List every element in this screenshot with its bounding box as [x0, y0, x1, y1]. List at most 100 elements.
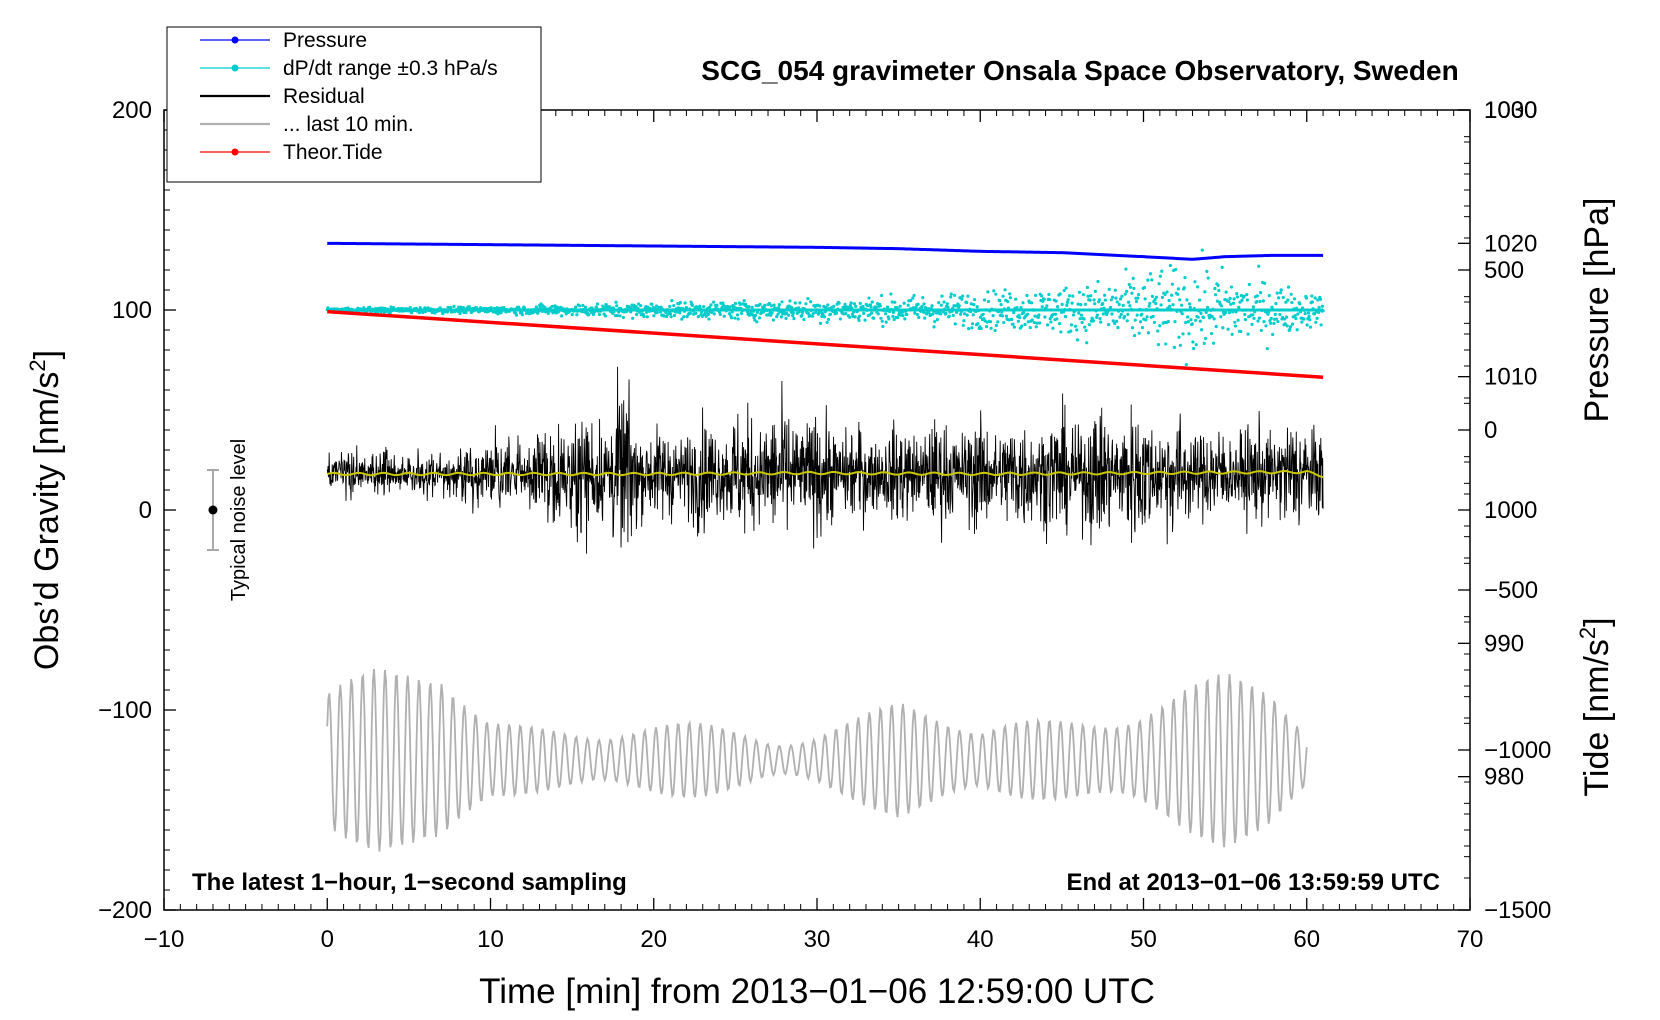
dpdt-point — [1054, 299, 1058, 303]
series-residual — [326, 366, 1324, 554]
dpdt-point — [1247, 282, 1251, 287]
dpdt-point — [1194, 318, 1198, 322]
dpdt-point — [1180, 303, 1184, 307]
dpdt-point — [872, 316, 876, 320]
dpdt-point — [1284, 300, 1288, 304]
dpdt-point — [1277, 308, 1281, 312]
dpdt-point — [1085, 341, 1089, 345]
dpdt-point — [1289, 292, 1293, 296]
dpdt-point — [715, 303, 719, 307]
dpdt-point — [681, 307, 685, 311]
dpdt-point — [898, 304, 902, 308]
dpdt-point — [1032, 308, 1036, 312]
dpdt-point — [1023, 322, 1027, 327]
y-axis-tide-label-main: Tide [nm/s — [1578, 639, 1616, 796]
dpdt-point — [891, 314, 895, 318]
dpdt-point — [828, 312, 833, 316]
dpdt-point — [1091, 319, 1095, 323]
dpdt-point — [1128, 285, 1133, 289]
dpdt-point — [379, 310, 383, 314]
dpdt-point — [1076, 302, 1080, 306]
legend-label: Pressure — [283, 29, 367, 52]
dpdt-point — [810, 308, 814, 312]
dpdt-point — [1234, 310, 1238, 314]
dpdt-point — [1004, 314, 1009, 318]
dpdt-point — [1243, 317, 1247, 322]
dpdt-point — [648, 306, 652, 310]
dpdt-point — [1151, 314, 1155, 319]
dpdt-point — [1156, 342, 1161, 347]
dpdt-point — [739, 311, 744, 316]
dpdt-point — [1130, 291, 1134, 295]
dpdt-point — [1120, 294, 1124, 298]
dpdt-point — [1056, 308, 1060, 312]
dpdt-point — [1177, 335, 1181, 339]
dpdt-point — [1243, 312, 1247, 317]
dpdt-point — [933, 320, 937, 324]
dpdt-point — [1306, 311, 1311, 315]
dpdt-point — [972, 303, 976, 307]
dpdt-point — [1316, 310, 1321, 314]
dpdt-point — [947, 314, 951, 318]
dpdt-point — [1263, 281, 1267, 285]
dpdt-point — [1127, 282, 1131, 287]
dpdt-point — [912, 293, 916, 298]
dpdt-point — [1117, 309, 1121, 313]
dpdt-point — [963, 308, 967, 312]
noise-level-label: Typical noise level — [228, 439, 250, 601]
dpdt-point — [629, 310, 633, 314]
dpdt-point — [975, 305, 979, 309]
dpdt-point — [1188, 302, 1192, 306]
dpdt-point — [1213, 293, 1218, 297]
dpdt-point — [1158, 274, 1163, 278]
dpdt-point — [1045, 304, 1049, 308]
dpdt-point — [1146, 278, 1150, 282]
dpdt-point — [1032, 320, 1036, 325]
dpdt-point — [618, 314, 622, 318]
dpdt-point — [793, 301, 797, 305]
dpdt-point — [678, 311, 682, 315]
dpdt-point — [1084, 328, 1088, 333]
dpdt-point — [1119, 312, 1123, 317]
dpdt-point — [1316, 298, 1320, 302]
dpdt-point — [1226, 327, 1230, 331]
dpdt-point — [1197, 309, 1201, 313]
dpdt-point — [1012, 310, 1016, 315]
dpdt-point — [1150, 278, 1154, 282]
dpdt-point — [1144, 307, 1149, 312]
dpdt-point — [461, 306, 465, 310]
dpdt-point — [792, 316, 796, 321]
dpdt-point — [1081, 293, 1086, 297]
dpdt-point — [1069, 323, 1074, 327]
dpdt-point — [1099, 307, 1103, 311]
dpdt-point — [834, 311, 839, 315]
dpdt-point — [676, 306, 681, 310]
dpdt-point — [1310, 294, 1314, 298]
dpdt-point — [1260, 308, 1264, 313]
dpdt-point — [1166, 319, 1170, 324]
dpdt-point — [1185, 298, 1189, 302]
series-pressure — [327, 241, 1324, 261]
dpdt-point — [644, 310, 649, 314]
dpdt-point — [853, 315, 857, 319]
dpdt-point — [1006, 306, 1010, 310]
dpdt-point — [1290, 300, 1294, 305]
dpdt-point — [1099, 320, 1103, 324]
dpdt-point — [1217, 288, 1221, 293]
dpdt-point — [970, 322, 975, 326]
dpdt-point — [1078, 316, 1082, 321]
dpdt-point — [742, 299, 746, 303]
annotation-sampling: The latest 1−hour, 1−second sampling — [192, 869, 627, 896]
y-tide-tick-label: −500 — [1484, 577, 1538, 604]
dpdt-point — [642, 314, 646, 319]
dpdt-point — [949, 295, 953, 299]
dpdt-point — [575, 313, 579, 317]
dpdt-point — [849, 301, 853, 305]
dpdt-point — [1025, 293, 1029, 298]
dpdt-point — [802, 317, 806, 322]
dpdt-point — [1295, 328, 1299, 332]
dpdt-point — [887, 317, 891, 321]
dpdt-point — [1073, 324, 1078, 328]
dpdt-point — [785, 311, 789, 315]
dpdt-point — [884, 320, 888, 324]
